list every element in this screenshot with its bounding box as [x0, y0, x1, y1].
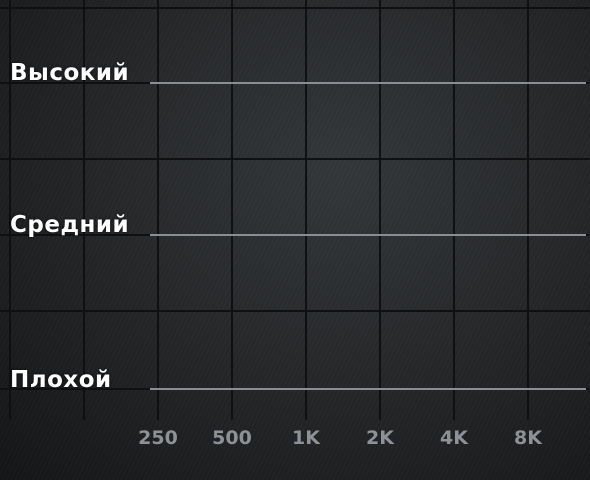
- x-axis-tick-labels: 250 500 1K 2K 4K 8K: [138, 427, 543, 449]
- x-tick-label: 500: [212, 427, 252, 449]
- level-lines: [150, 82, 586, 390]
- x-tick-label: 1K: [292, 427, 321, 449]
- level-label-poor: Плохой: [10, 367, 112, 393]
- x-tick-label: 2K: [366, 427, 395, 449]
- x-tick-label: 250: [138, 427, 178, 449]
- x-tick-label: 4K: [440, 427, 469, 449]
- x-tick-label: 8K: [514, 427, 543, 449]
- level-label-high: Высокий: [10, 60, 130, 86]
- level-label-medium: Средний: [10, 212, 130, 238]
